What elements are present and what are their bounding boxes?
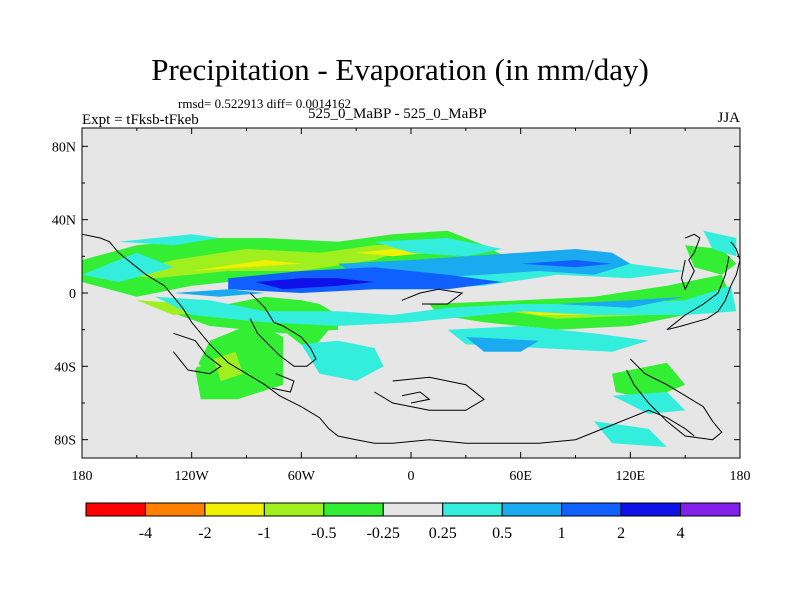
contour-region-14 xyxy=(118,234,220,246)
contour-region-23 xyxy=(593,421,667,447)
coastline-6 xyxy=(401,288,464,305)
coastline-8 xyxy=(680,233,701,291)
colorbar-label-8: 2 xyxy=(617,525,625,542)
x-tick-label-5: 120E xyxy=(616,469,646,484)
contour-region-21 xyxy=(374,238,503,257)
colorbar-swatch-7 xyxy=(501,502,563,517)
coastline-7 xyxy=(626,358,723,441)
contour-region-25 xyxy=(173,289,265,297)
contour-region-33 xyxy=(301,410,411,440)
contour-region-12 xyxy=(356,249,430,257)
contour-region-24 xyxy=(337,249,631,279)
coastline-5 xyxy=(401,391,431,404)
y-tick-label-3: 40S xyxy=(54,360,76,375)
case-label: 525_0_MaBP - 525_0_MaBP xyxy=(308,106,487,122)
colorbar-swatch-6 xyxy=(442,502,503,517)
y-tick-label-2: 0 xyxy=(69,287,76,302)
colorbar-label-9: 4 xyxy=(677,525,685,542)
contour-region-34 xyxy=(100,201,156,216)
colorbar-label-4: -0.25 xyxy=(367,525,400,542)
contour-region-27 xyxy=(557,296,686,308)
coastline-9 xyxy=(666,241,740,331)
contour-region-10 xyxy=(213,351,243,381)
contour-region-19 xyxy=(301,340,384,381)
colorbar-label-6: 0.5 xyxy=(492,525,512,542)
chart-subtitle: rmsd= 0.522913 diff= 0.0014162 xyxy=(178,96,351,111)
coastline-3 xyxy=(272,373,295,393)
chart-title: Precipitation - Evaporation (in mm/day) xyxy=(151,52,649,87)
season-label: JJA xyxy=(717,110,740,126)
x-tick-label-0: 180 xyxy=(72,469,93,484)
colorbar-label-0: -4 xyxy=(139,525,152,542)
contour-region-16 xyxy=(155,285,737,326)
colorbar-swatch-2 xyxy=(204,502,265,517)
colorbar-swatch-3 xyxy=(263,502,325,517)
colorbar-swatch-8 xyxy=(561,502,622,517)
y-tick-label-4: 80S xyxy=(54,434,76,449)
contour-region-11 xyxy=(191,260,302,271)
x-tick-label-6: 180 xyxy=(730,469,751,484)
x-tick-label-3: 0 xyxy=(408,469,415,484)
contour-region-5 xyxy=(612,362,686,400)
colorbar-label-5: 0.25 xyxy=(429,525,457,542)
x-tick-label-1: 120W xyxy=(175,469,210,484)
contour-region-31 xyxy=(301,296,411,304)
colorbar-swatch-10 xyxy=(680,502,741,517)
colorbar-label-2: -1 xyxy=(258,525,271,542)
x-tick-label-4: 60E xyxy=(509,469,532,484)
colorbar-swatch-9 xyxy=(620,502,682,517)
y-tick-label-0: 80N xyxy=(52,140,76,155)
contour-region-22 xyxy=(703,230,737,257)
contour-region-7 xyxy=(118,241,430,279)
colorbar-swatch-0 xyxy=(85,502,146,517)
colorbar-swatch-1 xyxy=(144,502,206,517)
coastline-0 xyxy=(82,233,695,444)
contour-region-2 xyxy=(195,322,284,400)
contour-region-29 xyxy=(520,260,613,268)
contour-region-15 xyxy=(82,252,174,282)
colorbar-label-7: 1 xyxy=(558,525,566,542)
colorbar-swatch-4 xyxy=(323,502,384,517)
contour-region-26 xyxy=(465,337,539,352)
contour-region-6 xyxy=(685,245,737,275)
coastline-1 xyxy=(249,292,317,367)
coastline-4 xyxy=(374,376,485,411)
experiment-label: Expt = tFksb-tFkeb xyxy=(82,112,199,128)
contour-region-30 xyxy=(255,278,375,290)
x-tick-label-2: 60W xyxy=(288,469,316,484)
y-tick-label-1: 40N xyxy=(52,214,76,229)
coastline-2 xyxy=(173,332,222,375)
colorbar-swatch-5 xyxy=(382,502,444,517)
contour-region-4 xyxy=(429,274,731,330)
colorbar-label-3: -0.5 xyxy=(311,525,336,542)
colorbar-label-1: -2 xyxy=(198,525,211,542)
